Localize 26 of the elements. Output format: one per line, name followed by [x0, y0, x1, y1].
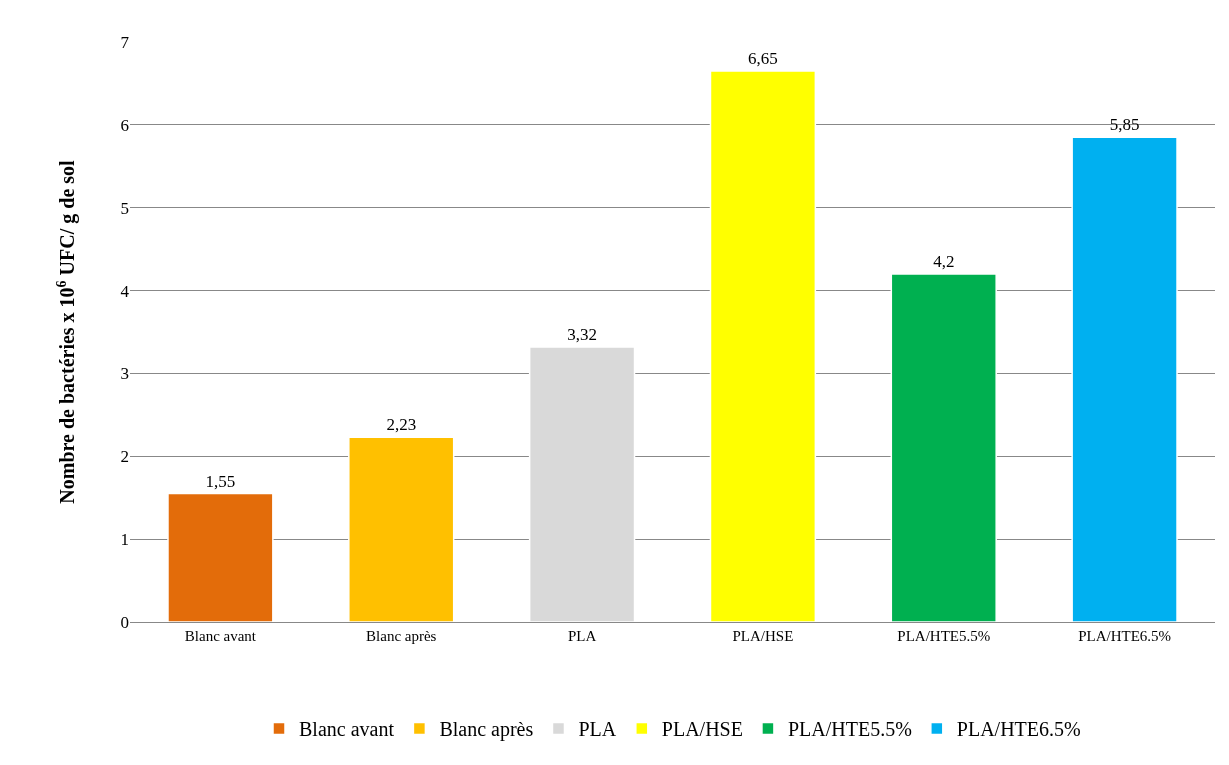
legend-label: PLA/HTE6.5% [956, 718, 1081, 741]
data-label: 3,32 [567, 324, 597, 344]
y-tick-label: 6 [120, 115, 129, 135]
y-tick-label: 7 [120, 32, 130, 52]
y-tick-label: 1 [120, 530, 129, 550]
x-tick-label: PLA/HTE5.5% [897, 628, 991, 644]
y-tick-label: 0 [120, 612, 129, 632]
data-label: 5,85 [1109, 115, 1140, 135]
x-tick-label: Blanc après [366, 628, 437, 644]
x-tick-label: Blanc avant [184, 628, 257, 644]
x-tick-label: PLA/HSE [732, 628, 794, 644]
y-tick-label: 3 [120, 364, 129, 384]
y-tick-label: 2 [120, 447, 129, 467]
data-label: 2,23 [386, 415, 417, 435]
data-label: 1,55 [205, 471, 236, 491]
y-tick-label: 5 [120, 198, 129, 218]
legend-label: PLA/HSE [661, 718, 743, 741]
x-tick-label: PLA [567, 628, 597, 644]
y-tick-label: 4 [120, 281, 130, 301]
data-label: 4,2 [933, 252, 955, 271]
legend-label: PLA [578, 718, 617, 741]
legend-label: Blanc après [439, 718, 534, 742]
x-tick-label: PLA/HTE6.5% [1078, 628, 1172, 644]
data-label: 6,65 [748, 49, 778, 68]
legend-label: PLA/HTE5.5% [787, 718, 912, 741]
legend-label: Blanc avant [299, 718, 395, 741]
